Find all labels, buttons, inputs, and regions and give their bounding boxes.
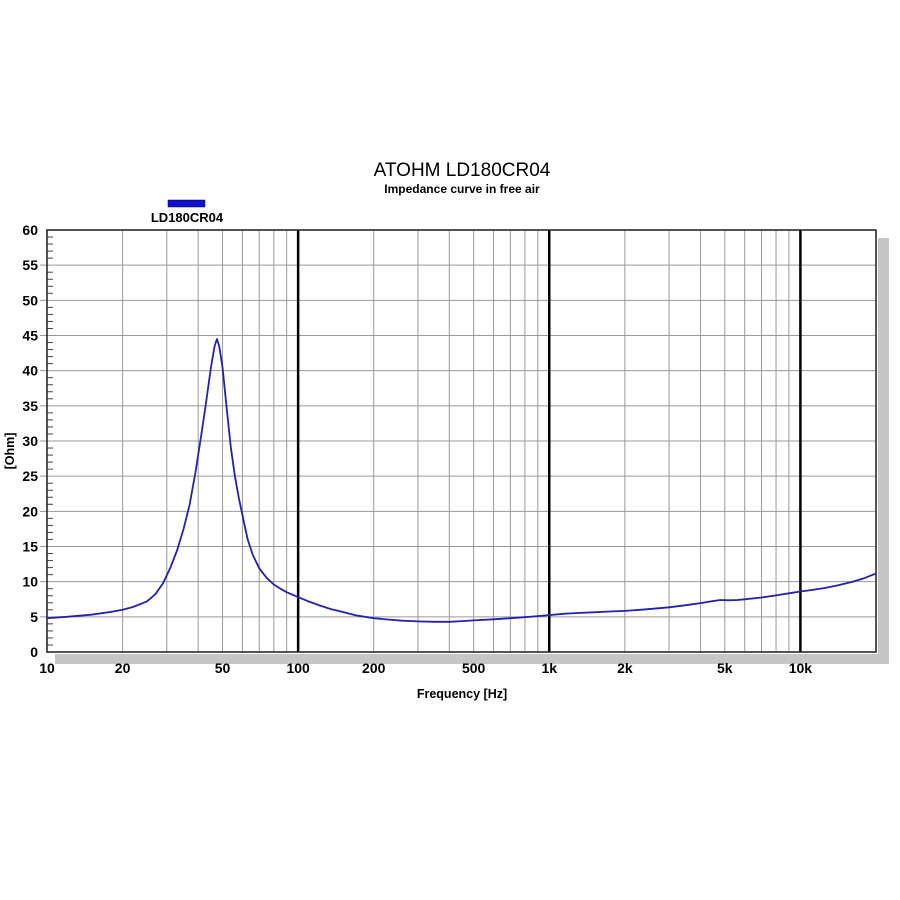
svg-text:30: 30 [22,433,38,449]
svg-text:35: 35 [22,398,38,414]
svg-text:200: 200 [362,660,386,676]
chart-subtitle: Impedance curve in free air [384,182,540,196]
svg-text:2k: 2k [617,660,633,676]
svg-text:25: 25 [22,468,38,484]
y-axis-title: [Ohm] [3,433,17,470]
svg-text:55: 55 [22,257,38,273]
svg-text:15: 15 [22,539,38,555]
svg-text:10: 10 [39,660,55,676]
svg-text:10k: 10k [789,660,813,676]
legend-label: LD180CR04 [151,210,224,225]
tick-labels: 0 5 10 15 20 25 30 35 40 45 50 55 60 10 20 50 100 200 500 1… [22,222,812,676]
svg-text:20: 20 [115,660,131,676]
curve-ld180cr04 [46,338,876,623]
svg-text:500: 500 [462,660,486,676]
svg-text:50: 50 [215,660,231,676]
plot-shadow [55,238,889,664]
impedance-curve-series [46,338,876,623]
grid-layer [40,230,876,652]
svg-text:1k: 1k [541,660,557,676]
svg-text:60: 60 [22,222,38,238]
svg-text:100: 100 [286,660,310,676]
svg-text:5k: 5k [717,660,733,676]
x-axis-title: Frequency [Hz] [417,687,507,701]
svg-text:45: 45 [22,328,38,344]
svg-text:20: 20 [22,503,38,519]
svg-text:10: 10 [22,574,38,590]
svg-text:5: 5 [30,609,38,625]
decade-emphasis-lines [296,230,802,652]
chart-title: ATOHM LD180CR04 [374,160,551,181]
legend-swatch [167,199,206,208]
svg-text:50: 50 [22,292,38,308]
svg-text:40: 40 [22,363,38,379]
plot-frame [46,229,877,653]
legend: LD180CR04 [151,199,224,225]
svg-text:0: 0 [30,644,38,660]
